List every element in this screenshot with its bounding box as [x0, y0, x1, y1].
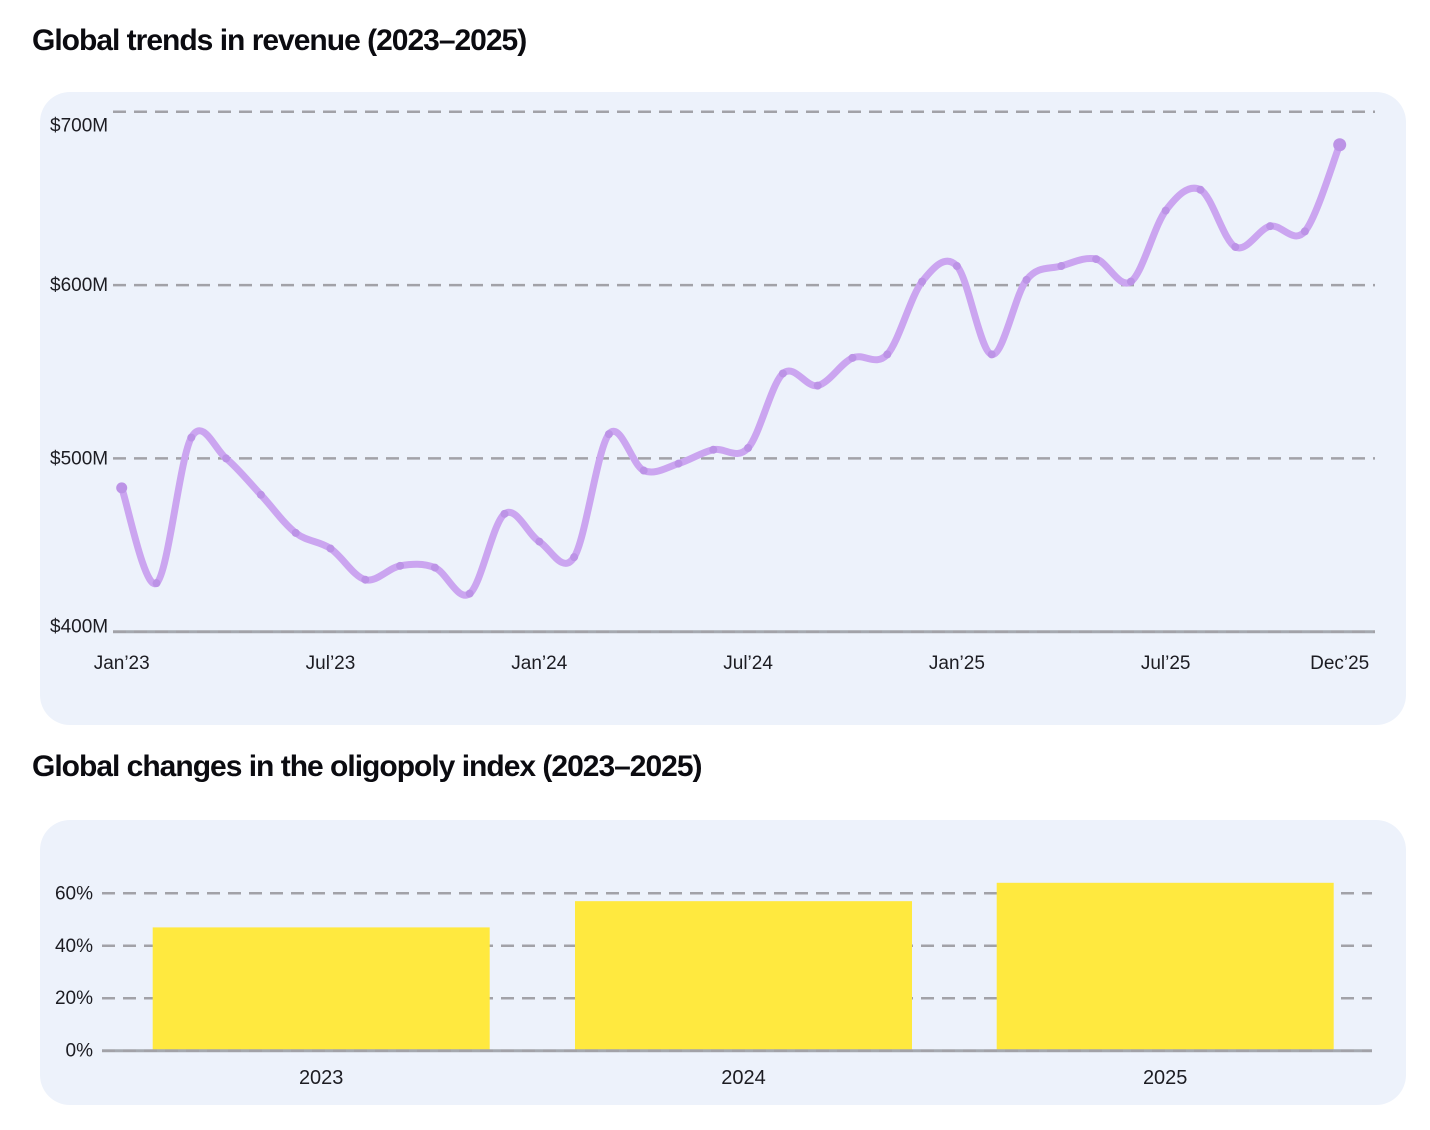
- data-point-marker: [291, 528, 300, 537]
- data-point-marker: [1057, 262, 1066, 271]
- y-tick-label: 0%: [66, 1041, 94, 1062]
- data-point-marker: [326, 544, 335, 553]
- data-point-marker: [152, 579, 161, 588]
- data-point-marker: [570, 553, 579, 562]
- data-point-marker: [1300, 227, 1309, 236]
- x-tick-label: Jul’24: [723, 653, 773, 674]
- data-point-marker: [116, 482, 128, 494]
- x-tick-label: Jan’24: [511, 653, 567, 674]
- bar-2024: [575, 901, 912, 1051]
- data-point-marker: [396, 561, 405, 570]
- y-tick-label: 40%: [55, 936, 93, 957]
- oligopoly-bar-chart: 0% 20% 40% 60% 2023 2024 2025: [55, 882, 1372, 1089]
- revenue-line-chart: $400M $500M $600M $700M Jan’23 Jul’23 Jan’24 Ju…: [50, 110, 1375, 674]
- x-tick-label: Jan’25: [929, 653, 985, 674]
- data-point-marker: [848, 353, 857, 362]
- bar-2023: [152, 927, 490, 1051]
- data-point-marker: [778, 369, 787, 378]
- data-point-marker: [639, 466, 648, 475]
- data-point-marker: [430, 563, 439, 572]
- data-point-marker: [1092, 255, 1101, 264]
- data-point-marker: [500, 509, 509, 518]
- y-tick-label: $500M: [50, 448, 108, 469]
- data-point-marker: [604, 430, 613, 439]
- data-point-marker: [1196, 185, 1205, 194]
- data-point-marker: [1231, 242, 1240, 251]
- data-point-marker: [1126, 277, 1135, 286]
- data-point-marker: [1022, 275, 1031, 284]
- data-point-marker: [918, 277, 927, 286]
- x-tick-label: Dec’25: [1310, 653, 1369, 674]
- data-point-marker: [883, 350, 892, 359]
- data-point-marker: [535, 537, 544, 546]
- data-point-marker: [674, 459, 683, 468]
- x-category-label: 2025: [1143, 1067, 1188, 1089]
- y-tick-label: $700M: [50, 115, 108, 136]
- y-tick-label: 20%: [55, 988, 93, 1009]
- y-tick-label: $400M: [50, 617, 108, 638]
- data-point-marker: [987, 350, 996, 359]
- data-point-marker: [709, 445, 718, 454]
- data-point-marker: [187, 433, 196, 442]
- bar-2025: [996, 882, 1334, 1051]
- data-point-marker: [1333, 138, 1347, 152]
- data-point-marker: [256, 490, 265, 499]
- oligopoly-chart-panel: 0% 20% 40% 60% 2023 2024 2025: [40, 820, 1406, 1105]
- data-point-marker: [1161, 206, 1170, 215]
- revenue-chart-panel: $400M $500M $600M $700M Jan’23 Jul’23 Jan’24 Ju…: [40, 92, 1406, 725]
- data-point-marker: [465, 589, 474, 598]
- revenue-line: [118, 141, 1344, 599]
- data-point-marker: [952, 262, 961, 271]
- data-point-marker: [222, 454, 231, 463]
- x-tick-label: Jan’23: [94, 653, 150, 674]
- revenue-chart-title: Global trends in revenue (2023–2025): [32, 24, 527, 57]
- x-category-label: 2023: [299, 1067, 344, 1089]
- data-point-marker: [361, 575, 370, 584]
- x-tick-label: Jul’23: [306, 653, 356, 674]
- data-point-marker: [1266, 222, 1275, 231]
- y-tick-label: 60%: [55, 883, 93, 904]
- data-point-marker: [744, 444, 753, 453]
- data-point-marker: [813, 381, 822, 390]
- oligopoly-chart-title: Global changes in the oligopoly index (2…: [32, 750, 703, 783]
- x-category-label: 2024: [721, 1067, 766, 1089]
- x-tick-label: Jul’25: [1141, 653, 1191, 674]
- y-tick-label: $600M: [50, 275, 108, 296]
